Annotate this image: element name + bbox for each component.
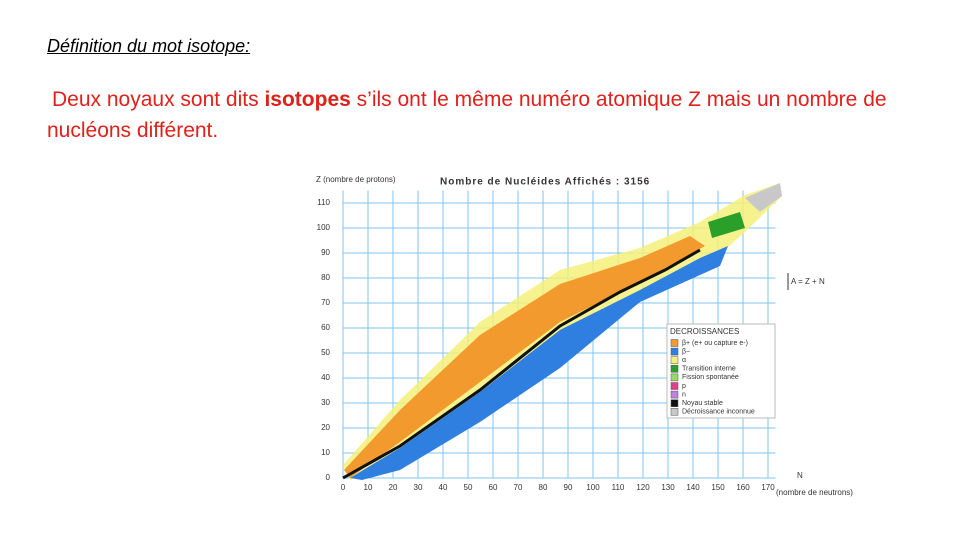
y-tick-label: 40 xyxy=(321,373,330,382)
legend-swatch xyxy=(670,399,679,407)
x-tick-label: 90 xyxy=(564,483,573,492)
y-tick-label: 60 xyxy=(321,323,330,332)
x-tick-label: 140 xyxy=(686,483,700,492)
x-tick-label: 130 xyxy=(661,483,675,492)
nuclide-bands xyxy=(342,183,782,480)
y-axis-label: Z (nombre de protons) xyxy=(316,175,396,184)
x-tick-label: 70 xyxy=(514,483,523,492)
x-tick-label: 30 xyxy=(414,483,423,492)
legend-box xyxy=(666,323,776,419)
x-tick-label: 50 xyxy=(464,483,473,492)
legend-label: Noyau stable xyxy=(682,400,723,407)
x-tick-label: 100 xyxy=(586,483,600,492)
legend-label: β+ (e+ ou capture e-) xyxy=(682,340,748,347)
band-beta-plus xyxy=(344,236,705,478)
x-tick-label: 40 xyxy=(439,483,448,492)
legend-label: α xyxy=(682,357,686,364)
x-tick-label: 120 xyxy=(636,483,650,492)
legend-swatch xyxy=(670,339,679,347)
legend-label: n xyxy=(682,391,686,398)
y-tick-label: 0 xyxy=(326,473,331,482)
y-tick-label: 70 xyxy=(321,298,330,307)
x-tick-label: 10 xyxy=(364,483,373,492)
paragraph: Deux noyaux sont dits isotopes s’ils ont… xyxy=(47,84,917,146)
y-tick-label: 80 xyxy=(321,273,330,282)
x-tick-label: 80 xyxy=(539,483,548,492)
legend-title: DECROISSANCES xyxy=(670,327,739,336)
x-tick-label: 20 xyxy=(389,483,398,492)
legend-label: Décroissance inconnue xyxy=(682,409,755,416)
x-tick-label: 0 xyxy=(341,483,346,492)
chart-title: Nombre de Nucléides Affichés : 3156 xyxy=(440,177,650,188)
y-tick-label: 50 xyxy=(321,348,330,357)
y-tick-label: 100 xyxy=(317,223,331,232)
x-tick-label: 110 xyxy=(612,483,625,492)
legend-label: p xyxy=(682,383,686,390)
heading: Définition du mot isotope: xyxy=(47,36,251,56)
legend-swatch xyxy=(670,373,679,382)
bold-term: isotopes xyxy=(264,88,351,111)
x-tick-label: 170 xyxy=(761,483,775,492)
legend-label: Fission spontanée xyxy=(682,374,739,381)
legend-label: Transition interne xyxy=(682,366,736,373)
x-tick-label: 150 xyxy=(711,483,725,492)
x-axis-sublabel: (nombre de neutrons) xyxy=(776,488,853,497)
y-tick-label: 20 xyxy=(321,423,330,432)
text: s’ils ont le même numéro atomique Z mais… xyxy=(47,88,887,142)
legend-swatch xyxy=(670,347,679,356)
y-tick-label: 30 xyxy=(321,398,330,407)
legend: DECROISSANCES β+ (e+ ou capture e-)β− α Tra… xyxy=(666,323,776,419)
legend-swatch xyxy=(670,382,679,390)
x-tick-label: 160 xyxy=(736,483,750,492)
x-axis-label: N xyxy=(797,471,803,480)
legend-swatch xyxy=(670,390,679,399)
y-tick-label: 110 xyxy=(317,198,330,207)
y-tick-label: 90 xyxy=(321,248,330,257)
stable-line xyxy=(342,248,701,480)
legend-swatch xyxy=(670,408,679,416)
legend-swatch xyxy=(670,356,679,364)
band-gray xyxy=(745,183,782,212)
annotation: A = Z + N xyxy=(791,277,825,286)
legend-swatch xyxy=(670,365,679,373)
text: Deux noyaux sont dits xyxy=(52,88,265,111)
band-internal xyxy=(708,212,745,238)
y-tick-label: 10 xyxy=(321,448,330,457)
band-beta-minus xyxy=(350,246,728,480)
legend-label: β− xyxy=(682,348,690,355)
x-tick-label: 60 xyxy=(489,483,498,492)
